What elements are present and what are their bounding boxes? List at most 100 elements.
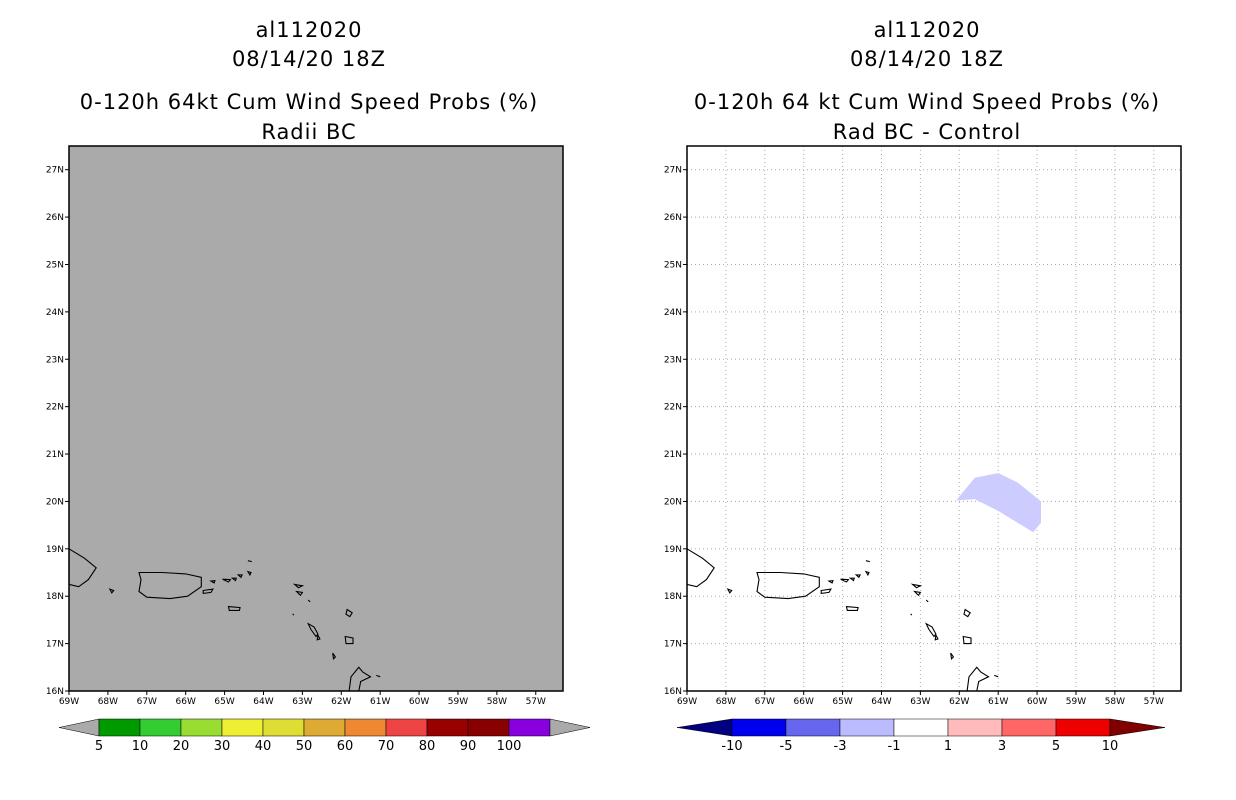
colorbar-segment — [467, 718, 510, 737]
lat-tick-label: 23N — [46, 355, 64, 365]
coast-nevis — [934, 633, 939, 641]
lon-tick-label: 67W — [137, 697, 157, 707]
coast-anegada — [247, 560, 252, 563]
colorbar-label: 10 — [132, 739, 149, 754]
colorbar-segment — [385, 718, 428, 737]
colorbar-under-arrow — [676, 718, 733, 737]
colorbar: -10 -5 -3 -1 1 3 5 10 — [676, 718, 1166, 754]
lat-tick-label: 19N — [46, 545, 64, 555]
colorbar-segment — [139, 718, 182, 737]
product-title: 0-120h 64 kt Cum Wind Speed Probs (%) — [693, 90, 1161, 114]
lon-tick-label: 62W — [949, 697, 969, 707]
difference-map: 16N 17N 18N 19N 20N 21N 22N 23N 24N 25N 26N 27N 69W 6… — [664, 145, 1182, 754]
lat-tick-label: 17N — [46, 640, 64, 650]
coast-antigua — [344, 635, 354, 645]
lon-tick-label: 61W — [988, 697, 1008, 707]
lat-tick-label: 25N — [46, 260, 64, 270]
lon-tick-label: 60W — [409, 697, 429, 707]
colorbar-label: 70 — [378, 739, 395, 754]
coast-st-martin — [295, 590, 304, 597]
left-panel: al112020 08/14/20 18Z 0-120h 64kt Cum Wi… — [46, 18, 591, 754]
colorbar-segment — [947, 718, 1003, 737]
lat-tick-label: 19N — [664, 545, 682, 555]
lat-tick-label: 18N — [664, 592, 682, 602]
coast-barbuda — [345, 608, 353, 618]
coast-saba — [292, 613, 295, 616]
map-frame — [68, 145, 564, 692]
lat-tick-label: 20N — [664, 497, 682, 507]
coast-vieques — [820, 588, 832, 595]
colorbar-segment — [344, 718, 387, 737]
lon-tick-label: 67W — [755, 697, 775, 707]
coast-montserrat — [332, 652, 337, 660]
colorbar-label: 90 — [460, 739, 477, 754]
coast-puerto-rico — [756, 571, 820, 600]
coast-st-john — [230, 577, 238, 582]
product-subtitle: Rad BC - Control — [832, 120, 1022, 144]
coast-virgin-gorda — [246, 570, 252, 577]
lon-tick-label: 66W — [794, 697, 814, 707]
lat-tick-label: 20N — [46, 497, 64, 507]
coast-st-kitts — [924, 622, 937, 638]
lon-tick-label: 65W — [832, 697, 852, 707]
coast-tortola — [236, 574, 243, 579]
lat-tick-label: 21N — [46, 450, 64, 460]
colorbar: 5 10 20 30 40 50 60 70 80 90 100 — [58, 718, 591, 754]
lat-tick-label: 27N — [46, 166, 64, 176]
lat-tick-label: 16N — [664, 687, 682, 697]
lon-tick-label: 69W — [677, 697, 697, 707]
colorbar-segment — [731, 718, 787, 737]
colorbar-over-arrow — [1109, 718, 1166, 737]
coast-culebra — [209, 579, 216, 584]
colorbar-label: 20 — [173, 739, 190, 754]
coast-anegada — [865, 560, 870, 563]
lon-tick-label: 68W — [98, 697, 118, 707]
coast-st-kitts — [306, 622, 319, 638]
lat-tick-label: 26N — [46, 213, 64, 223]
lat-tick-label: 22N — [664, 403, 682, 413]
lat-tick-label: 24N — [46, 308, 64, 318]
forecast-datetime: 08/14/20 18Z — [231, 47, 387, 71]
lat-tick-label: 23N — [664, 355, 682, 365]
colorbar-label: 50 — [296, 739, 313, 754]
coast-st-martin — [913, 590, 922, 597]
coast-antigua — [962, 635, 972, 645]
storm-id: al112020 — [255, 18, 363, 42]
coast-montserrat — [950, 652, 955, 660]
map-background — [687, 146, 1181, 691]
lon-tick-label: 57W — [526, 697, 546, 707]
colorbar-segment — [1055, 718, 1111, 737]
forecast-datetime: 08/14/20 18Z — [849, 47, 1005, 71]
colorbar-segment — [303, 718, 346, 737]
lon-tick-label: 63W — [292, 697, 312, 707]
coast-la-desirade — [994, 674, 999, 678]
coast-guadeloupe — [966, 666, 990, 692]
probability-map: 16N 17N 18N 19N 20N 21N 22N 23N 24N 25N 26N 27N 69W 6… — [46, 145, 591, 754]
coast-virgin-gorda — [864, 570, 870, 577]
map-frame — [686, 145, 1182, 692]
lon-tick-label: 58W — [487, 697, 507, 707]
colorbar-segment — [426, 718, 469, 737]
lon-tick-label: 62W — [331, 697, 351, 707]
colorbar-segment — [221, 718, 264, 737]
colorbar-label: 5 — [95, 739, 103, 754]
lat-tick-label: 26N — [664, 213, 682, 223]
lon-tick-label: 63W — [910, 697, 930, 707]
colorbar-label: 40 — [255, 739, 272, 754]
colorbar-segment — [180, 718, 223, 737]
colorbar-segment — [839, 718, 895, 737]
difference-shading-region — [955, 473, 1041, 533]
coast-st-john — [848, 577, 856, 582]
lat-tick-label: 27N — [664, 166, 682, 176]
lon-tick-label: 59W — [448, 697, 468, 707]
colorbar-label: 100 — [497, 739, 522, 754]
lat-tick-label: 22N — [46, 403, 64, 413]
lat-tick-label: 18N — [46, 592, 64, 602]
lat-tick-label: 17N — [664, 640, 682, 650]
colorbar-label: -3 — [834, 739, 847, 754]
coast-st-thomas — [840, 578, 850, 583]
colorbar-segment — [98, 718, 141, 737]
colorbar-label: -1 — [888, 739, 901, 754]
coastlines — [686, 547, 999, 692]
colorbar-label: 60 — [337, 739, 354, 754]
